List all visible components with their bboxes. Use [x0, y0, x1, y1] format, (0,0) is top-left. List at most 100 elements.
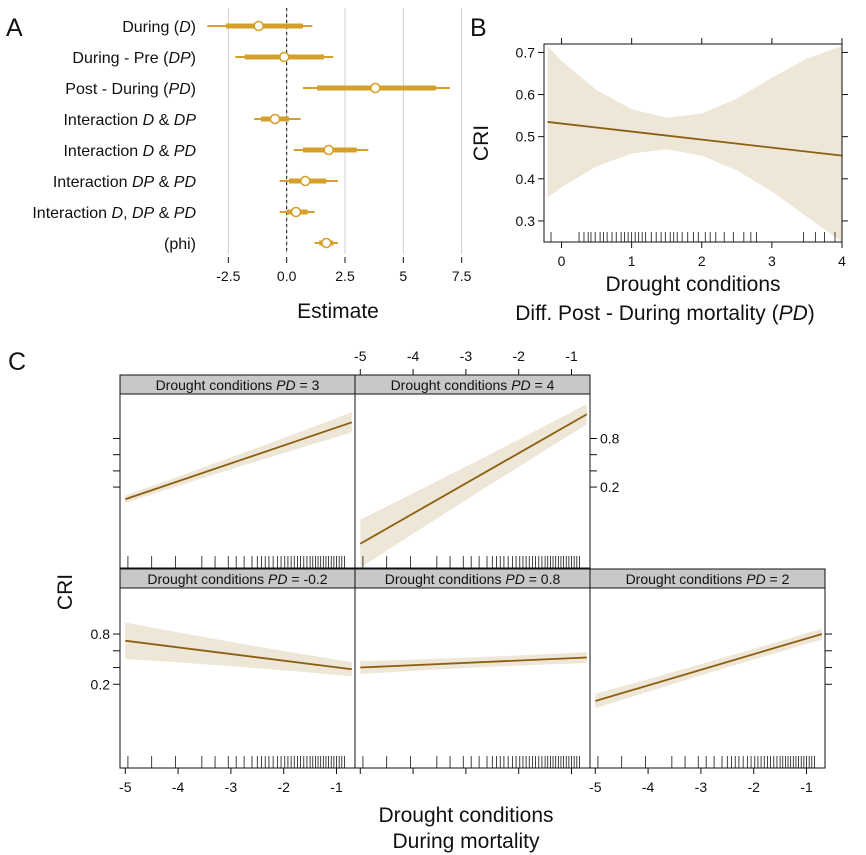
panel-c-x-tick-label-col0-4: -1 [330, 779, 343, 795]
panel-b-y-tick-label-1: 0.4 [516, 171, 536, 187]
panel-c-facet-4-frame [589, 587, 826, 769]
panel-a-term-label-2: Post - During (PD) [65, 81, 196, 98]
panel-c-x-tick-label-col2-3: -2 [747, 779, 760, 795]
panel-a-x-tick-label-4: 7.5 [452, 268, 472, 284]
panel-c-facet-4-strip-var: PD [746, 571, 765, 587]
panel-a-term-label-5-pre: Interaction [53, 174, 132, 191]
panel-a-x-tick-label-0: -2.5 [216, 268, 240, 284]
panel-a-term-label-0-post: ) [191, 19, 196, 36]
panel-a-term-label-0-em: D [179, 19, 191, 36]
panel-a-term-label-3-pre: Interaction [63, 112, 142, 129]
panel-c-facet-1-strip-prefix: Drought conditions [391, 377, 512, 393]
panel-c-top-x-tick-label-2: -3 [460, 348, 473, 364]
panel-a-term-label-6-mid2: & [154, 205, 174, 222]
panel-c-facet-1: Drought conditions PD = 4 [354, 374, 591, 569]
panel-c-facet-2-strip-prefix: Drought conditions [147, 571, 268, 587]
panel-b-x-tick-label-1: 1 [628, 253, 636, 269]
panel-a-x-tick-label-1: 0.0 [277, 268, 297, 284]
panel-a-term-label-3: Interaction D & DP [63, 112, 196, 129]
panel-c-facet-0-strip-prefix: Drought conditions [156, 377, 277, 393]
panel-c-facet-3-frame [354, 587, 591, 769]
panel-a-term-label-3-em: D [143, 112, 155, 129]
panel-c-facets: Drought conditions PD = 3 Drought conditi… [119, 374, 826, 769]
panel-c-x-tick-label-col0-3: -2 [277, 779, 290, 795]
panel-c-facet-0-strip-value: 3 [312, 377, 320, 393]
panel-a-term-label-6-mid: , [123, 205, 132, 222]
panel-letter-a: A [6, 14, 23, 42]
panel-a-term-labels: During (D)During - Pre (DP)Post - During… [32, 19, 196, 253]
panel-c-facet-0-frame [119, 393, 356, 569]
panel-c-x-tick-label-col0-2: -3 [225, 779, 238, 795]
panel-c-facet-4-strip [589, 568, 826, 589]
panel-a-term-label-5-mid: & [154, 174, 174, 191]
panel-a-term-label-4-em: D [143, 143, 155, 160]
panel-a-term-label-6-em2: DP [132, 205, 155, 222]
panel-a-estimate-point-4 [323, 144, 334, 156]
panel-b-y-tick-label-2: 0.5 [516, 129, 536, 145]
panel-c-y-tick-label-left-bottom-0: 0.2 [91, 676, 111, 692]
panel-a-term-label-5: Interaction DP & PD [53, 174, 197, 191]
panel-b-y-tick-label-4: 0.7 [516, 44, 536, 60]
panel-a-term-label-6-em: D [112, 205, 124, 222]
panel-c-y-tick-label-right-top-0: 0.2 [600, 479, 620, 495]
panel-b: 0 1 2 3 4 0.3 0.4 0.5 0.6 0.7 CRI Drought conditi… [470, 38, 848, 325]
panel-a-term-label-6-em3: PD [174, 205, 197, 222]
panel-a-term-label-4-em2: PD [174, 143, 197, 160]
panel-c-axis-ticks: -5 -4 -3 -2 -1 -5 -4 -3 -2 -1 -5 -4 -3 -2 -1 0.2 0.8 0.2 0… [91, 348, 832, 795]
panel-c-top-x-tick-label-4: -1 [565, 348, 578, 364]
panel-a-term-label-1-pre: During - Pre ( [72, 50, 169, 67]
panel-c-x-tick-label-col2-2: -3 [695, 779, 708, 795]
panel-c-x-axis-label-line2: During mortality [392, 830, 540, 853]
panel-b-y-tick-label-0: 0.3 [516, 213, 536, 229]
panel-b-x-axis-label-line2-var: PD [779, 302, 808, 325]
panel-c-y-axis-label: CRI [54, 574, 77, 610]
panel-c-facet-4: Drought conditions PD = 2 [589, 568, 826, 769]
panel-a-x-tick-label-3: 5 [399, 268, 407, 284]
panel-b-y-tick-label-3: 0.6 [516, 87, 536, 103]
panel-a-term-label-5-em2: PD [174, 174, 197, 191]
panel-c-x-tick-label-col0-0: -5 [119, 779, 132, 795]
panel-c-y-tick-label-right-top-1: 0.8 [600, 431, 620, 447]
panel-c-facet-3-strip-eq: = [525, 571, 541, 587]
panel-a-estimate-point-6 [290, 206, 302, 218]
panel-c-facet-0-strip-var: PD [276, 377, 295, 393]
panel-a-term-label-3-em2: DP [174, 112, 197, 129]
panel-c-facet-4-strip-value: 2 [782, 571, 790, 587]
panel-a-x-axis-label: Estimate [297, 300, 379, 323]
panel-c-facet-2-strip-value: -0.2 [303, 571, 327, 587]
panel-a-estimate-point-2 [370, 82, 381, 94]
panel-c-top-x-tick-label-3: -2 [512, 348, 525, 364]
panel-c-facet-1-strip [354, 374, 591, 395]
panel-c-facet-2-confidence-band [125, 622, 352, 677]
panel-c-x-tick-label-col2-4: -1 [800, 779, 813, 795]
panel-a-term-label-1: During - Pre (DP) [72, 50, 196, 67]
panel-c-facet-1-strip-eq: = [531, 377, 547, 393]
panel-b-x-axis-label-line1: Drought conditions [605, 273, 780, 296]
panel-b-confidence-band [547, 46, 842, 242]
panel-c-top-x-tick-label-1: -4 [407, 348, 420, 364]
panel-a-estimate-point-0 [253, 20, 264, 32]
panel-b-x-tick-label-3: 3 [768, 253, 776, 269]
panel-c-x-tick-label-col0-1: -4 [172, 779, 185, 795]
panel-c-facet-3-fit-line [360, 656, 587, 669]
panel-letter-b: B [470, 14, 487, 42]
panel-c-facet-4-fit-line [595, 633, 823, 702]
panel-a-term-label-1-em: DP [168, 50, 191, 67]
panel-a-estimate-point-1 [279, 51, 290, 63]
panel-b-x-tick-label-0: 0 [558, 253, 566, 269]
panel-c-facet-2: Drought conditions PD = -0.2 [119, 568, 356, 769]
panel-c-facet-3: Drought conditions PD = 0.8 [354, 568, 591, 769]
panel-c-x-tick-label-col2-0: -5 [589, 779, 602, 795]
panel-b-frame [543, 43, 843, 243]
panel-c-x-tick-label-col2-1: -4 [642, 779, 655, 795]
panel-b-x-tick-label-2: 2 [698, 253, 706, 269]
panel-c-facet-4-strip-prefix: Drought conditions [626, 571, 747, 587]
panel-letter-c: C [8, 348, 26, 376]
panel-c-facet-0-strip-eq: = [296, 377, 312, 393]
panel-a-term-label-7: (phi) [164, 236, 196, 253]
panel-c-facet-0-fit-line [124, 421, 353, 501]
panel-a-term-label-6-pre: Interaction [32, 205, 111, 222]
panel-a-term-label-7-pre: (phi) [164, 236, 196, 253]
panel-c-facet-1-strip-var: PD [511, 377, 530, 393]
